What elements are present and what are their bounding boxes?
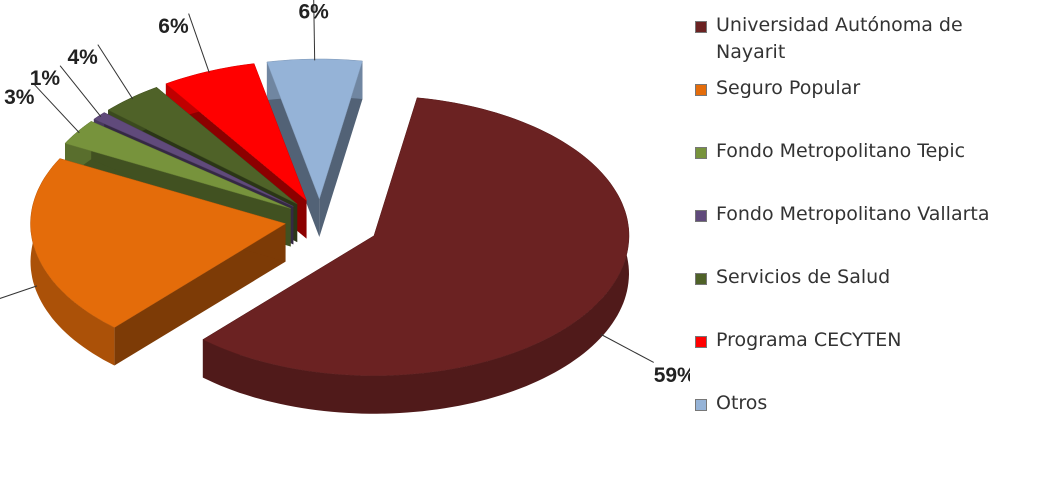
legend-label: Fondo Metropolitano Tepic — [716, 140, 966, 162]
legend-item: Universidad Autónoma de Nayarit — [695, 12, 1055, 75]
slice-side — [30, 158, 115, 366]
legend-swatch — [695, 273, 707, 285]
data-label: 6% — [299, 1, 330, 24]
leader-line — [59, 65, 102, 117]
legend: Universidad Autónoma de Nayarit Seguro Po… — [695, 12, 1055, 453]
slice-top — [202, 97, 630, 376]
legend-label: Otros — [716, 392, 768, 414]
legend-label: Seguro Popular — [716, 77, 861, 99]
legend-item: Otros — [695, 390, 1055, 453]
slice-top — [93, 112, 294, 207]
legend-swatch — [695, 147, 707, 159]
data-label: 59% — [654, 364, 690, 387]
slice-top — [30, 158, 287, 328]
legend-item: Seguro Popular — [695, 75, 1055, 138]
data-label: 1% — [30, 67, 61, 90]
slice-wall — [319, 61, 363, 238]
legend-swatch — [695, 21, 707, 33]
slice-side — [202, 97, 629, 414]
legend-swatch — [695, 399, 707, 411]
legend-item: Programa CECYTEN — [695, 327, 1055, 390]
legend-swatch — [695, 336, 707, 348]
legend-item: Servicios de Salud — [695, 264, 1055, 327]
slice-wall — [266, 61, 320, 238]
legend-label: Servicios de Salud — [716, 266, 891, 288]
chart: 59%21%3%1%4%6%6% — [0, 0, 690, 414]
leader-line — [188, 13, 210, 73]
data-label: 4% — [67, 46, 98, 69]
leader-line — [600, 333, 654, 363]
legend-item: Fondo Metropolitano Tepic — [695, 138, 1055, 201]
leader-line — [34, 84, 80, 134]
legend-label: Fondo Metropolitano Vallarta — [716, 203, 990, 225]
data-label: 3% — [4, 86, 35, 109]
leader-line — [0, 285, 38, 299]
legend-swatch — [695, 84, 707, 96]
legend-label: Universidad Autónoma de Nayarit — [716, 14, 963, 63]
legend-item: Fondo Metropolitano Vallarta — [695, 201, 1055, 264]
legend-label: Programa CECYTEN — [716, 329, 902, 351]
legend-swatch — [695, 210, 707, 222]
data-label: 6% — [158, 15, 189, 38]
slice-top — [107, 87, 298, 205]
slice-wall — [114, 223, 286, 366]
slice-top — [64, 121, 291, 209]
leader-line — [313, 0, 316, 61]
leader-line — [97, 44, 134, 100]
